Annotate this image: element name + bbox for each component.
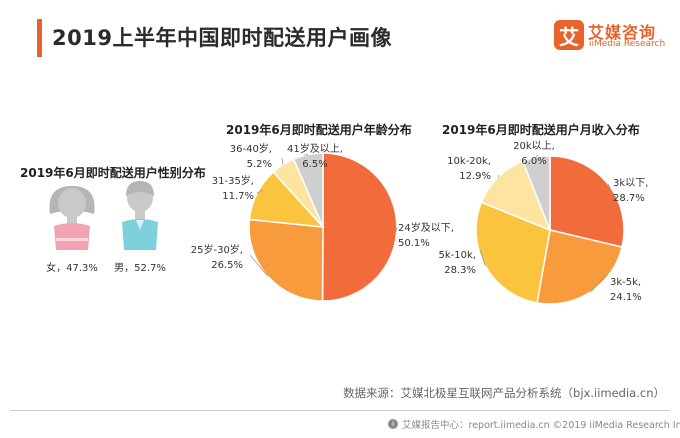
income-pie-leader-line-3 [497, 174, 500, 178]
age-pie-label-name-1: 25岁-30岁, [191, 243, 243, 256]
income-pie-leader-line-2 [479, 249, 486, 267]
iimedia-logo: 艾 艾媒咨询 iiMedia Research [554, 20, 666, 60]
page-title: 2019上半年中国即时配送用户画像 [52, 26, 392, 50]
age-pie-label-name-2: 31-35岁, [212, 174, 254, 187]
income-pie-label-value-0: 28.7% [613, 193, 645, 204]
male-collar-shape [136, 220, 144, 230]
income-pie-label-name-1: 3k-5k, [610, 277, 641, 288]
footer-text: 艾媒报告中心：report.iimedia.cn ©2019 iiMedia R… [402, 420, 680, 431]
footer-divider [10, 410, 670, 411]
female-head-shape [58, 188, 86, 218]
male-neck-shape [135, 210, 145, 220]
age-pie-label-value-3: 5.2% [247, 159, 272, 170]
age-pie-leader-line-0 [395, 227, 398, 233]
title-accent-bar [37, 19, 42, 57]
income-pie-label-name-3: 10k-20k, [447, 156, 491, 167]
data-source-note: 数据来源：艾媒北极星互联网产品分析系统（bjx.iimedia.cn） [343, 386, 665, 400]
income-pie-label-name-0: 3k以下, [613, 178, 648, 189]
age-pie-label-value-0: 50.1% [398, 238, 430, 249]
age-pie-label-name-3: 36-40岁, [230, 142, 272, 155]
income-pie-label-value-4: 6.0% [521, 156, 546, 167]
gender-chart-title: 2019年6月即时配送用户性别分布 [20, 166, 206, 180]
iimedia-report-icon: i [388, 419, 398, 429]
income-pie-leader-line-4 [535, 154, 539, 158]
footer: i 艾媒报告中心：report.iimedia.cn ©2019 iiMedia… [388, 417, 680, 431]
age-pie-leader-line-3 [281, 157, 284, 165]
income-pie-label-name-4: 20k以上, [513, 140, 555, 152]
income-pie-label-value-2: 28.3% [444, 265, 476, 276]
logo-name-en: iiMedia Research [589, 39, 666, 49]
female-belt-shape [56, 238, 88, 241]
age-pie-slice-0 [321, 152, 398, 302]
female-body-bar [54, 223, 90, 250]
age-pie-label-name-0: 24岁及以下, [398, 221, 454, 234]
age-chart-title: 2019年6月即时配送用户年龄分布 [226, 123, 412, 137]
age-pie-label-value-4: 6.5% [302, 159, 327, 170]
logo-mark-icon: 艾 [554, 20, 584, 50]
gender-label-female: 女，47.3% [46, 261, 98, 274]
income-pie-label-value-1: 24.1% [610, 292, 642, 303]
income-pie-leader-line-0 [607, 183, 612, 191]
age-pie-leader-line-2 [256, 189, 263, 194]
age-pie-label-value-2: 11.7% [222, 191, 254, 202]
age-pie-leader-line-1 [249, 254, 269, 277]
age-pie-leader-line-4 [303, 154, 309, 156]
age-pie-label-value-1: 26.5% [211, 260, 243, 271]
income-pie-leader-line-1 [590, 273, 609, 293]
male-hair-shape [126, 181, 154, 196]
male-body-bar [122, 219, 158, 250]
income-pie-slice-1 [536, 229, 623, 305]
age-pie-slice-1 [248, 218, 324, 302]
female-neck-shape [67, 216, 77, 224]
gender-label-male: 男，52.7% [114, 262, 166, 274]
income-pie-label-value-3: 12.9% [459, 171, 491, 182]
income-pie-slice-3 [480, 160, 552, 232]
income-pie-label-name-2: 5k-10k, [439, 250, 476, 261]
income-chart-title: 2019年6月即时配送用户月收入分布 [442, 123, 640, 137]
age-pie-label-name-4: 41岁及以上, [287, 142, 343, 155]
logo-name-cn: 艾媒咨询 [588, 23, 657, 42]
